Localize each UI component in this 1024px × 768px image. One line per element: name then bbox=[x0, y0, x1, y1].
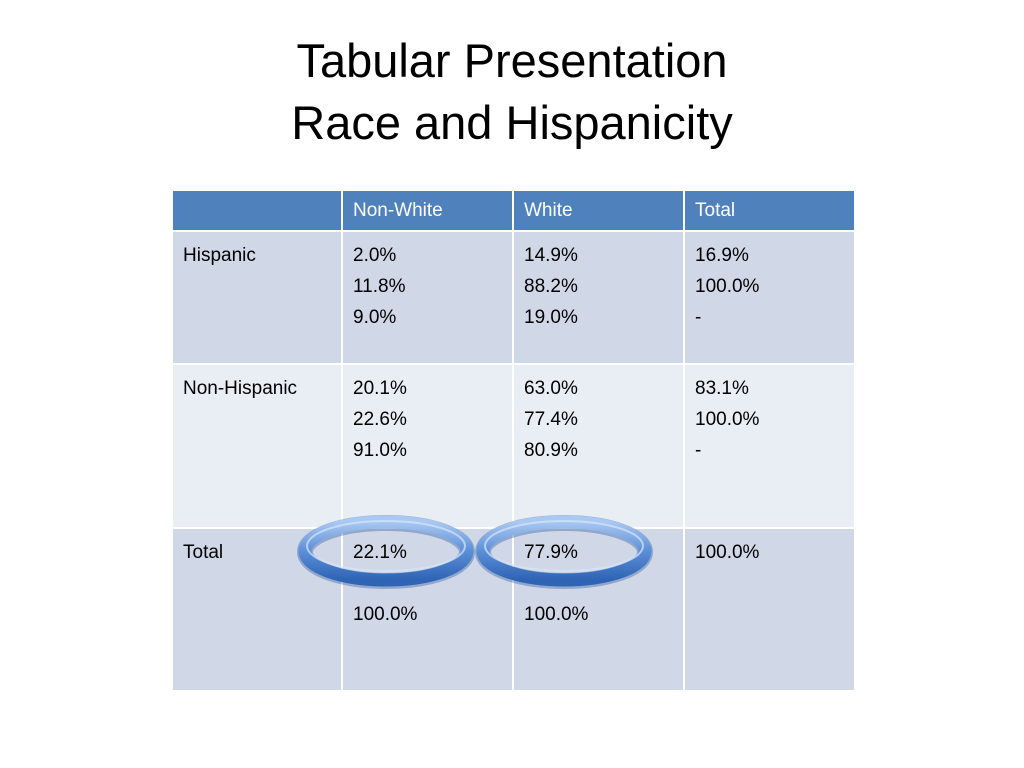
table-cell: 63.0% 77.4% 80.9% bbox=[512, 363, 685, 529]
table-row-hispanic: Hispanic 2.0% 11.8% 9.0% 14.9% 88.2% 19.… bbox=[171, 229, 856, 366]
cell-value: 80.9% bbox=[524, 440, 578, 462]
cell-value: - bbox=[695, 440, 702, 462]
table-cell: 2.0% 11.8% 9.0% bbox=[341, 229, 514, 366]
cell-value: 83.1% bbox=[695, 378, 749, 400]
row-label-total: Total bbox=[171, 526, 343, 693]
cell-value: 100.0% bbox=[524, 603, 589, 625]
cell-value: 11.8% bbox=[353, 276, 406, 297]
table-cell: 16.9% 100.0% - bbox=[683, 229, 856, 366]
cell-value: 100.0% bbox=[695, 541, 760, 563]
column-header-white: White bbox=[512, 189, 685, 232]
column-header-total: Total bbox=[683, 189, 856, 232]
table-cell: 20.1% 22.6% 91.0% bbox=[341, 363, 514, 529]
cell-value: 63.0% bbox=[524, 378, 578, 400]
column-header-corner bbox=[171, 189, 343, 232]
slide-title-line-1: Tabular Presentation bbox=[296, 34, 728, 87]
cell-value: 16.9% bbox=[695, 245, 749, 266]
cell-value: 100.0% bbox=[353, 603, 418, 625]
column-header-non-white: Non-White bbox=[341, 189, 514, 232]
table-row-total: Total 22.1% 100.0% 77.9% 100.0% 100.0% bbox=[171, 526, 856, 693]
cell-value: 2.0% bbox=[353, 245, 397, 266]
cell-value: 100.0% bbox=[695, 409, 760, 431]
cell-value: 77.4% bbox=[524, 409, 578, 431]
cell-value: 20.1% bbox=[353, 378, 407, 400]
cell-value: 22.6% bbox=[353, 409, 407, 431]
cell-value: 100.0% bbox=[695, 276, 760, 297]
table-cell: 22.1% 100.0% bbox=[341, 526, 514, 693]
slide-title: Tabular Presentation Race and Hispanicit… bbox=[0, 30, 1024, 154]
table-cell: 83.1% 100.0% - bbox=[683, 363, 856, 529]
cell-value: 9.0% bbox=[353, 307, 397, 328]
cell-value: - bbox=[695, 307, 702, 328]
crosstab-table: Non-White White Total Hispanic 2.0% 11.8… bbox=[171, 189, 856, 693]
table-cell: 77.9% 100.0% bbox=[512, 526, 685, 693]
cell-value: 88.2% bbox=[524, 276, 578, 297]
slide-title-line-2: Race and Hispanicity bbox=[291, 96, 733, 149]
cell-value bbox=[353, 568, 502, 599]
row-label-hispanic: Hispanic bbox=[171, 229, 343, 366]
cell-value: 14.9% bbox=[524, 245, 578, 266]
cell-value: 91.0% bbox=[353, 440, 407, 462]
row-label-non-hispanic: Non-Hispanic bbox=[171, 363, 343, 529]
table-header-row: Non-White White Total bbox=[171, 189, 856, 232]
table-cell: 100.0% bbox=[683, 526, 856, 693]
table-cell: 14.9% 88.2% 19.0% bbox=[512, 229, 685, 366]
cell-value bbox=[524, 568, 673, 599]
cell-value: 22.1% bbox=[353, 541, 407, 563]
cell-value: 19.0% bbox=[524, 307, 578, 328]
table-row-non-hispanic: Non-Hispanic 20.1% 22.6% 91.0% 63.0% 77.… bbox=[171, 363, 856, 529]
cell-value: 77.9% bbox=[524, 541, 578, 563]
